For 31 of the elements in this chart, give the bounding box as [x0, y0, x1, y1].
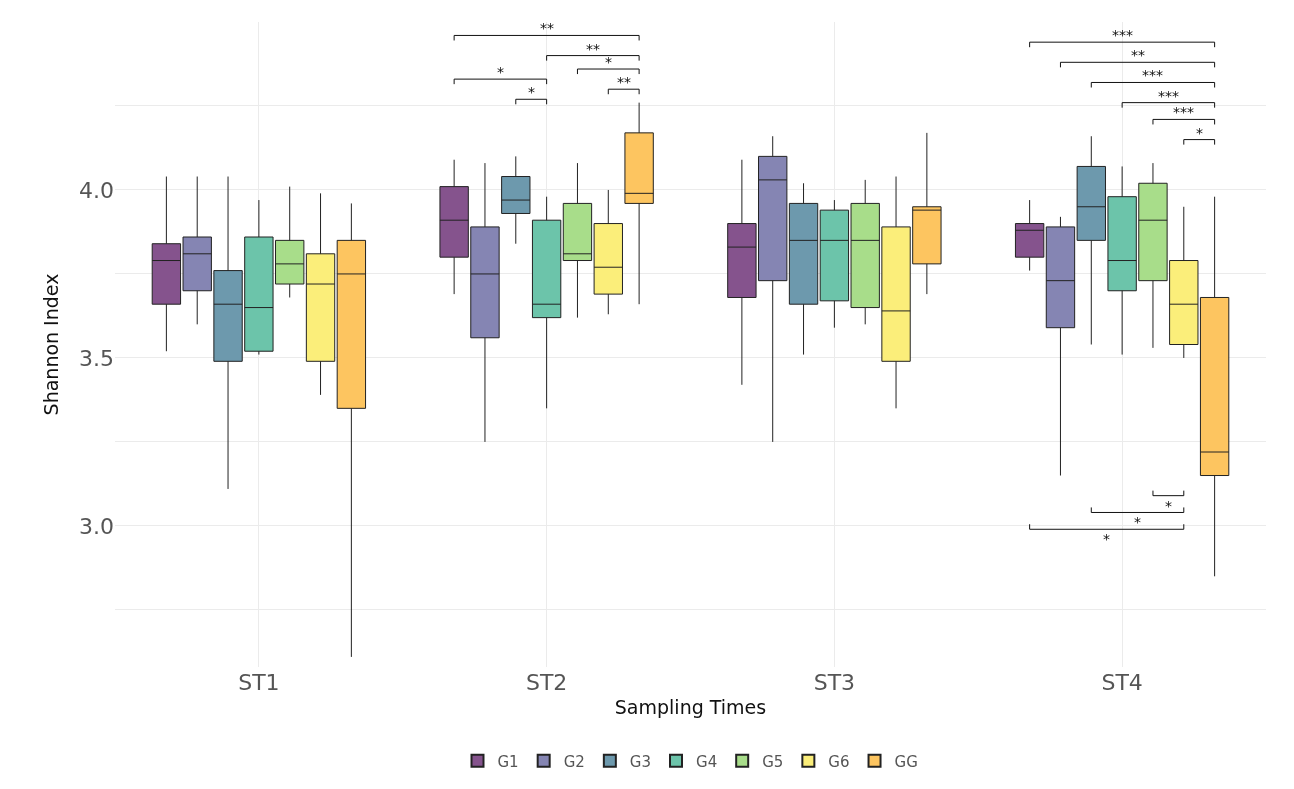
- legend-label: GG: [894, 752, 918, 771]
- annotation: ***: [1158, 88, 1179, 104]
- x-tick-label: ST4: [1101, 670, 1143, 695]
- annotation: *: [497, 64, 504, 80]
- legend-label: G1: [497, 752, 519, 771]
- legend-label: G4: [696, 752, 718, 771]
- y-axis-title: Shannon Index: [39, 273, 62, 416]
- annotation: ***: [1173, 104, 1194, 120]
- annotation: *: [1196, 125, 1203, 141]
- annotation: *: [1165, 498, 1172, 514]
- legend-label: G3: [629, 752, 652, 771]
- y-tick-label: 4.0: [79, 177, 114, 203]
- annotation: *: [1134, 514, 1141, 530]
- annotation: **: [617, 74, 631, 90]
- legend-label: G6: [828, 752, 850, 771]
- annotation: *: [1103, 531, 1110, 547]
- annotation: ***: [1112, 27, 1133, 43]
- legend-label: G2: [563, 752, 585, 771]
- legend-label: G5: [762, 752, 784, 771]
- annotation: ***: [1142, 67, 1163, 83]
- y-tick-label: 3.5: [79, 345, 114, 371]
- annotation: *: [605, 54, 612, 70]
- y-tick-label: 3.0: [79, 513, 114, 539]
- annotation: *: [528, 84, 535, 100]
- x-tick-label: ST3: [813, 670, 856, 695]
- annotation: **: [1131, 47, 1145, 63]
- x-tick-label: ST1: [238, 670, 280, 695]
- x-tick-label: ST2: [525, 670, 568, 695]
- annotation: **: [586, 41, 600, 57]
- annotation: **: [540, 20, 554, 36]
- x-axis-title: Sampling Times: [614, 695, 767, 718]
